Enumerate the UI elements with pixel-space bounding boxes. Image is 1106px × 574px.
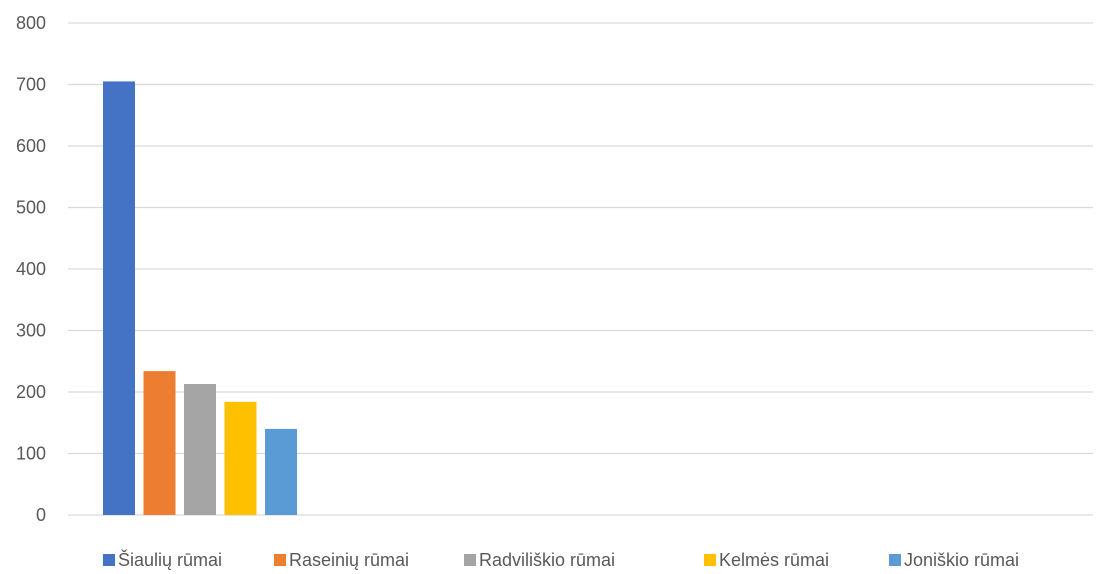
legend-label: Šiaulių rūmai [118, 549, 222, 570]
y-tick-label: 600 [16, 136, 46, 156]
legend-swatch [704, 554, 716, 566]
bar [224, 401, 257, 515]
legend-label: Radviliškio rūmai [479, 550, 615, 570]
y-tick-label: 0 [36, 505, 46, 525]
legend-label: Joniškio rūmai [904, 550, 1019, 570]
y-axis: 0 100 200 300 400 500 600 700 800 [16, 13, 46, 525]
legend: Šiaulių rūmai Raseinių rūmai Radviliškio r… [103, 549, 1019, 570]
y-tick-label: 700 [16, 75, 46, 95]
legend-swatch [889, 554, 901, 566]
bar [103, 81, 135, 516]
y-tick-label: 800 [16, 13, 46, 33]
gridlines [68, 22, 1093, 516]
y-tick-label: 400 [16, 259, 46, 279]
bar [143, 371, 176, 515]
bar [265, 428, 297, 515]
legend-label: Raseinių rūmai [289, 550, 409, 570]
y-tick-label: 300 [16, 321, 46, 341]
legend-swatch [103, 554, 115, 566]
bars [103, 81, 297, 516]
y-tick-label: 100 [16, 444, 46, 464]
legend-swatch [464, 554, 476, 566]
legend-label: Kelmės rūmai [719, 550, 829, 570]
y-tick-label: 500 [16, 198, 46, 218]
legend-swatch [274, 554, 286, 566]
bar [184, 384, 216, 515]
y-tick-label: 200 [16, 382, 46, 402]
